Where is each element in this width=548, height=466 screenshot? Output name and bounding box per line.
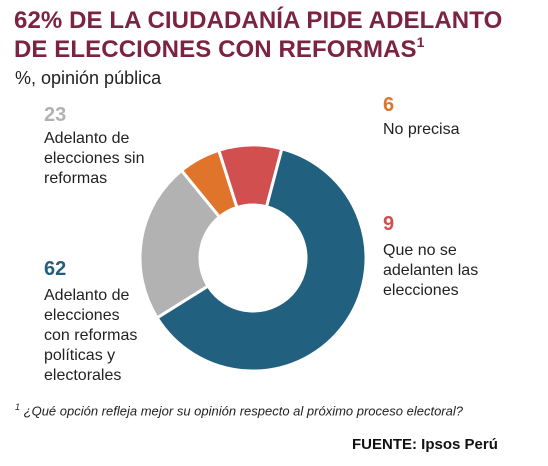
slice-label-line: Que no se [383,242,457,259]
slice-label-line: adelanten las [383,262,479,279]
chart-subtitle: %, opinión pública [15,68,162,88]
chart-title-text: 62% DE LA CIUDADANÍA PIDE ADELANTO DE EL… [14,7,503,63]
footnote-marker: 1 [15,402,21,412]
donut-slice-reformas [155,146,368,373]
slice-label-line: elecciones sin [44,150,145,167]
footnote-text: ¿Qué opción refleja mejor su opinión res… [23,403,463,419]
chart-title: 62% DE LA CIUDADANÍA PIDE ADELANTO DE EL… [14,6,539,64]
slice-label-line: elecciones [383,282,459,299]
slice-value-no-precisa: 6 [383,94,395,116]
slice-value-no-adelanten: 9 [383,213,395,235]
slice-label-sin-reformas: Adelanto de elecciones sin reformas [44,129,145,189]
slice-label-line: Adelanto de [44,130,130,147]
slice-label-line: No precisa [383,121,460,138]
slice-label-line: reformas [44,170,108,187]
donut-slice-sin-reformas [138,168,222,320]
footnote: 1 ¿Qué opción refleja mejor su opinión r… [15,399,485,419]
slice-label-reformas: Adelanto de elecciones con reformas polític… [44,286,137,386]
source-note: FUENTE: Ipsos Perú [352,436,498,453]
slice-label-line: con reformas [44,327,138,344]
slice-label-no-precisa: No precisa [383,120,459,140]
slice-label-line: Adelanto de [44,287,130,304]
slice-label-no-adelanten: Que no se adelanten las elecciones [383,241,478,301]
slice-label-line: electorales [44,367,122,384]
slice-label-line: políticas y [44,347,116,364]
slice-value-reformas: 62 [44,258,67,280]
slice-label-line: elecciones [44,307,120,324]
title-footnote-marker: 1 [416,34,425,50]
slice-value-sin-reformas: 23 [44,104,67,126]
